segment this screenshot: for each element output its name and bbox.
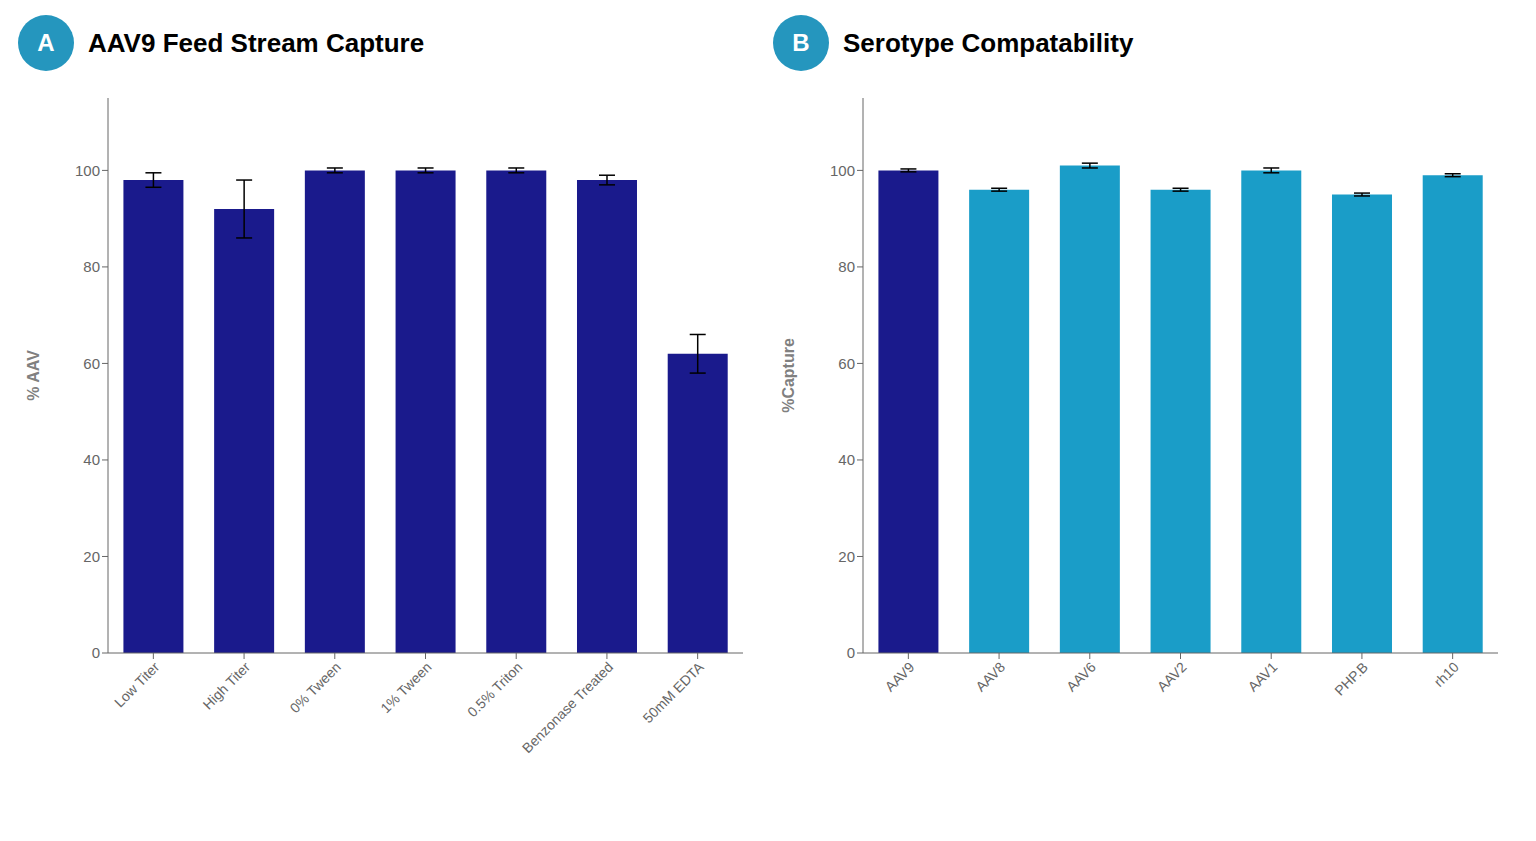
svg-text:80: 80 (83, 258, 100, 275)
svg-text:0.5% Triton: 0.5% Triton (464, 659, 525, 720)
svg-text:100: 100 (75, 162, 100, 179)
svg-text:Low Titer: Low Titer (111, 659, 163, 711)
svg-text:rh10: rh10 (1431, 659, 1462, 690)
svg-text:80: 80 (838, 258, 855, 275)
svg-text:100: 100 (830, 162, 855, 179)
svg-text:% AAV: % AAV (25, 350, 42, 401)
svg-text:PHP.B: PHP.B (1331, 659, 1371, 699)
svg-text:AAV2: AAV2 (1154, 659, 1190, 695)
svg-text:AAV8: AAV8 (972, 659, 1008, 695)
html-text:Serotype Compatability: Serotype Compatability (843, 27, 1134, 58)
html-text:A: A (37, 29, 55, 56)
html-text:B: B (792, 29, 810, 56)
svg-text:60: 60 (83, 355, 100, 372)
html-text:AAV9 Feed Stream Capture: AAV9 Feed Stream Capture (88, 27, 425, 58)
svg-text:High Titer: High Titer (200, 659, 254, 713)
svg-text:40: 40 (838, 451, 855, 468)
svg-text:AAV6: AAV6 (1063, 659, 1099, 695)
svg-text:AAV9: AAV9 (882, 659, 918, 695)
svg-text:1% Tween: 1% Tween (377, 659, 434, 716)
svg-text:%Capture: %Capture (780, 338, 797, 413)
svg-text:0% Tween: 0% Tween (287, 659, 344, 716)
svg-text:AAV1: AAV1 (1244, 659, 1280, 695)
svg-text:40: 40 (83, 451, 100, 468)
svg-text:20: 20 (83, 548, 100, 565)
svg-text:Benzonase Treated: Benzonase Treated (519, 659, 616, 756)
svg-text:20: 20 (838, 548, 855, 565)
svg-text:50mM EDTA: 50mM EDTA (640, 658, 708, 726)
svg-text:0: 0 (847, 644, 855, 661)
svg-text:0: 0 (92, 644, 100, 661)
svg-text:60: 60 (838, 355, 855, 372)
